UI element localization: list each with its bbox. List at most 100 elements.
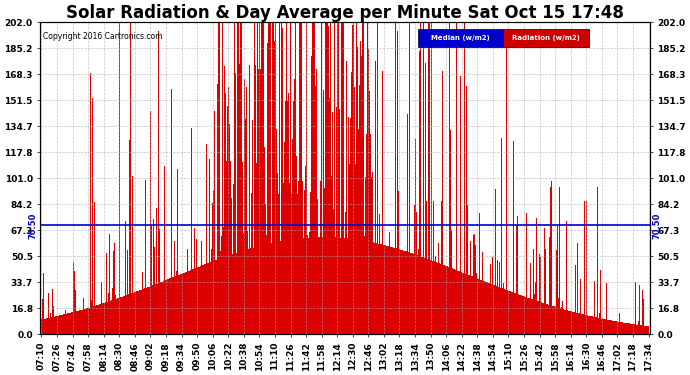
- Bar: [131, 293, 132, 334]
- Bar: [519, 295, 520, 334]
- Bar: [93, 306, 95, 334]
- Bar: [412, 254, 413, 334]
- Bar: [121, 297, 123, 334]
- Bar: [254, 22, 255, 334]
- Bar: [256, 163, 257, 334]
- Bar: [405, 251, 406, 334]
- Bar: [363, 22, 364, 334]
- Bar: [564, 309, 565, 334]
- Bar: [111, 300, 112, 334]
- Bar: [168, 279, 169, 334]
- Bar: [298, 181, 299, 334]
- Bar: [249, 65, 250, 334]
- Bar: [107, 302, 108, 334]
- Bar: [626, 323, 627, 334]
- Bar: [64, 314, 66, 334]
- Bar: [204, 264, 206, 334]
- Bar: [482, 252, 483, 334]
- Bar: [216, 260, 217, 334]
- Bar: [250, 249, 251, 334]
- Bar: [502, 288, 503, 334]
- Bar: [603, 319, 604, 334]
- Bar: [638, 321, 640, 334]
- Bar: [354, 87, 355, 334]
- Bar: [290, 22, 291, 334]
- Bar: [108, 293, 109, 334]
- Bar: [241, 22, 242, 334]
- Bar: [522, 296, 524, 334]
- Bar: [225, 93, 226, 334]
- Bar: [297, 194, 298, 334]
- Bar: [648, 326, 649, 334]
- Bar: [296, 156, 297, 334]
- Bar: [197, 267, 199, 334]
- Bar: [87, 308, 88, 334]
- Bar: [547, 304, 548, 334]
- Bar: [135, 292, 137, 334]
- Bar: [67, 314, 68, 334]
- Bar: [365, 177, 366, 334]
- Bar: [285, 100, 286, 334]
- Bar: [170, 278, 171, 334]
- Bar: [248, 249, 249, 334]
- Bar: [210, 262, 211, 334]
- Bar: [123, 296, 124, 334]
- Bar: [188, 271, 189, 334]
- Bar: [539, 254, 540, 334]
- Bar: [115, 295, 116, 334]
- Bar: [415, 212, 417, 334]
- Bar: [337, 22, 339, 334]
- Bar: [207, 263, 208, 334]
- Bar: [97, 305, 99, 334]
- Bar: [486, 282, 488, 334]
- Bar: [572, 312, 573, 334]
- Bar: [304, 166, 306, 334]
- Bar: [325, 22, 326, 334]
- Bar: [124, 296, 125, 334]
- Bar: [377, 244, 379, 334]
- Bar: [361, 56, 362, 334]
- Bar: [187, 249, 188, 334]
- Bar: [166, 280, 168, 334]
- Bar: [266, 44, 268, 334]
- Bar: [308, 22, 310, 334]
- Title: Solar Radiation & Day Average per Minute Sat Oct 15 17:48: Solar Radiation & Day Average per Minute…: [66, 4, 624, 22]
- Bar: [151, 226, 152, 334]
- Bar: [335, 237, 336, 334]
- Bar: [169, 279, 170, 334]
- Bar: [591, 316, 593, 334]
- Bar: [145, 180, 146, 334]
- Bar: [182, 273, 183, 334]
- Bar: [322, 237, 323, 334]
- Bar: [562, 302, 564, 334]
- Text: Median (w/m2): Median (w/m2): [431, 35, 490, 41]
- Bar: [63, 314, 64, 334]
- Bar: [234, 22, 235, 334]
- Bar: [382, 71, 384, 334]
- Bar: [137, 291, 138, 334]
- Bar: [259, 22, 260, 334]
- Bar: [511, 292, 512, 334]
- Bar: [101, 282, 102, 334]
- Bar: [574, 312, 575, 334]
- Bar: [247, 231, 248, 334]
- Bar: [334, 22, 335, 334]
- Bar: [463, 273, 464, 334]
- Bar: [391, 247, 392, 334]
- Bar: [589, 316, 590, 334]
- Bar: [72, 312, 73, 334]
- Bar: [324, 188, 325, 334]
- Bar: [148, 287, 149, 334]
- Bar: [548, 304, 549, 334]
- Bar: [118, 298, 119, 334]
- Bar: [531, 299, 532, 334]
- Bar: [509, 291, 510, 334]
- Bar: [430, 260, 431, 334]
- Bar: [451, 268, 453, 334]
- Bar: [495, 189, 496, 334]
- Bar: [400, 250, 401, 334]
- Bar: [277, 173, 278, 334]
- Bar: [224, 66, 225, 334]
- Bar: [116, 299, 117, 334]
- Bar: [192, 269, 193, 334]
